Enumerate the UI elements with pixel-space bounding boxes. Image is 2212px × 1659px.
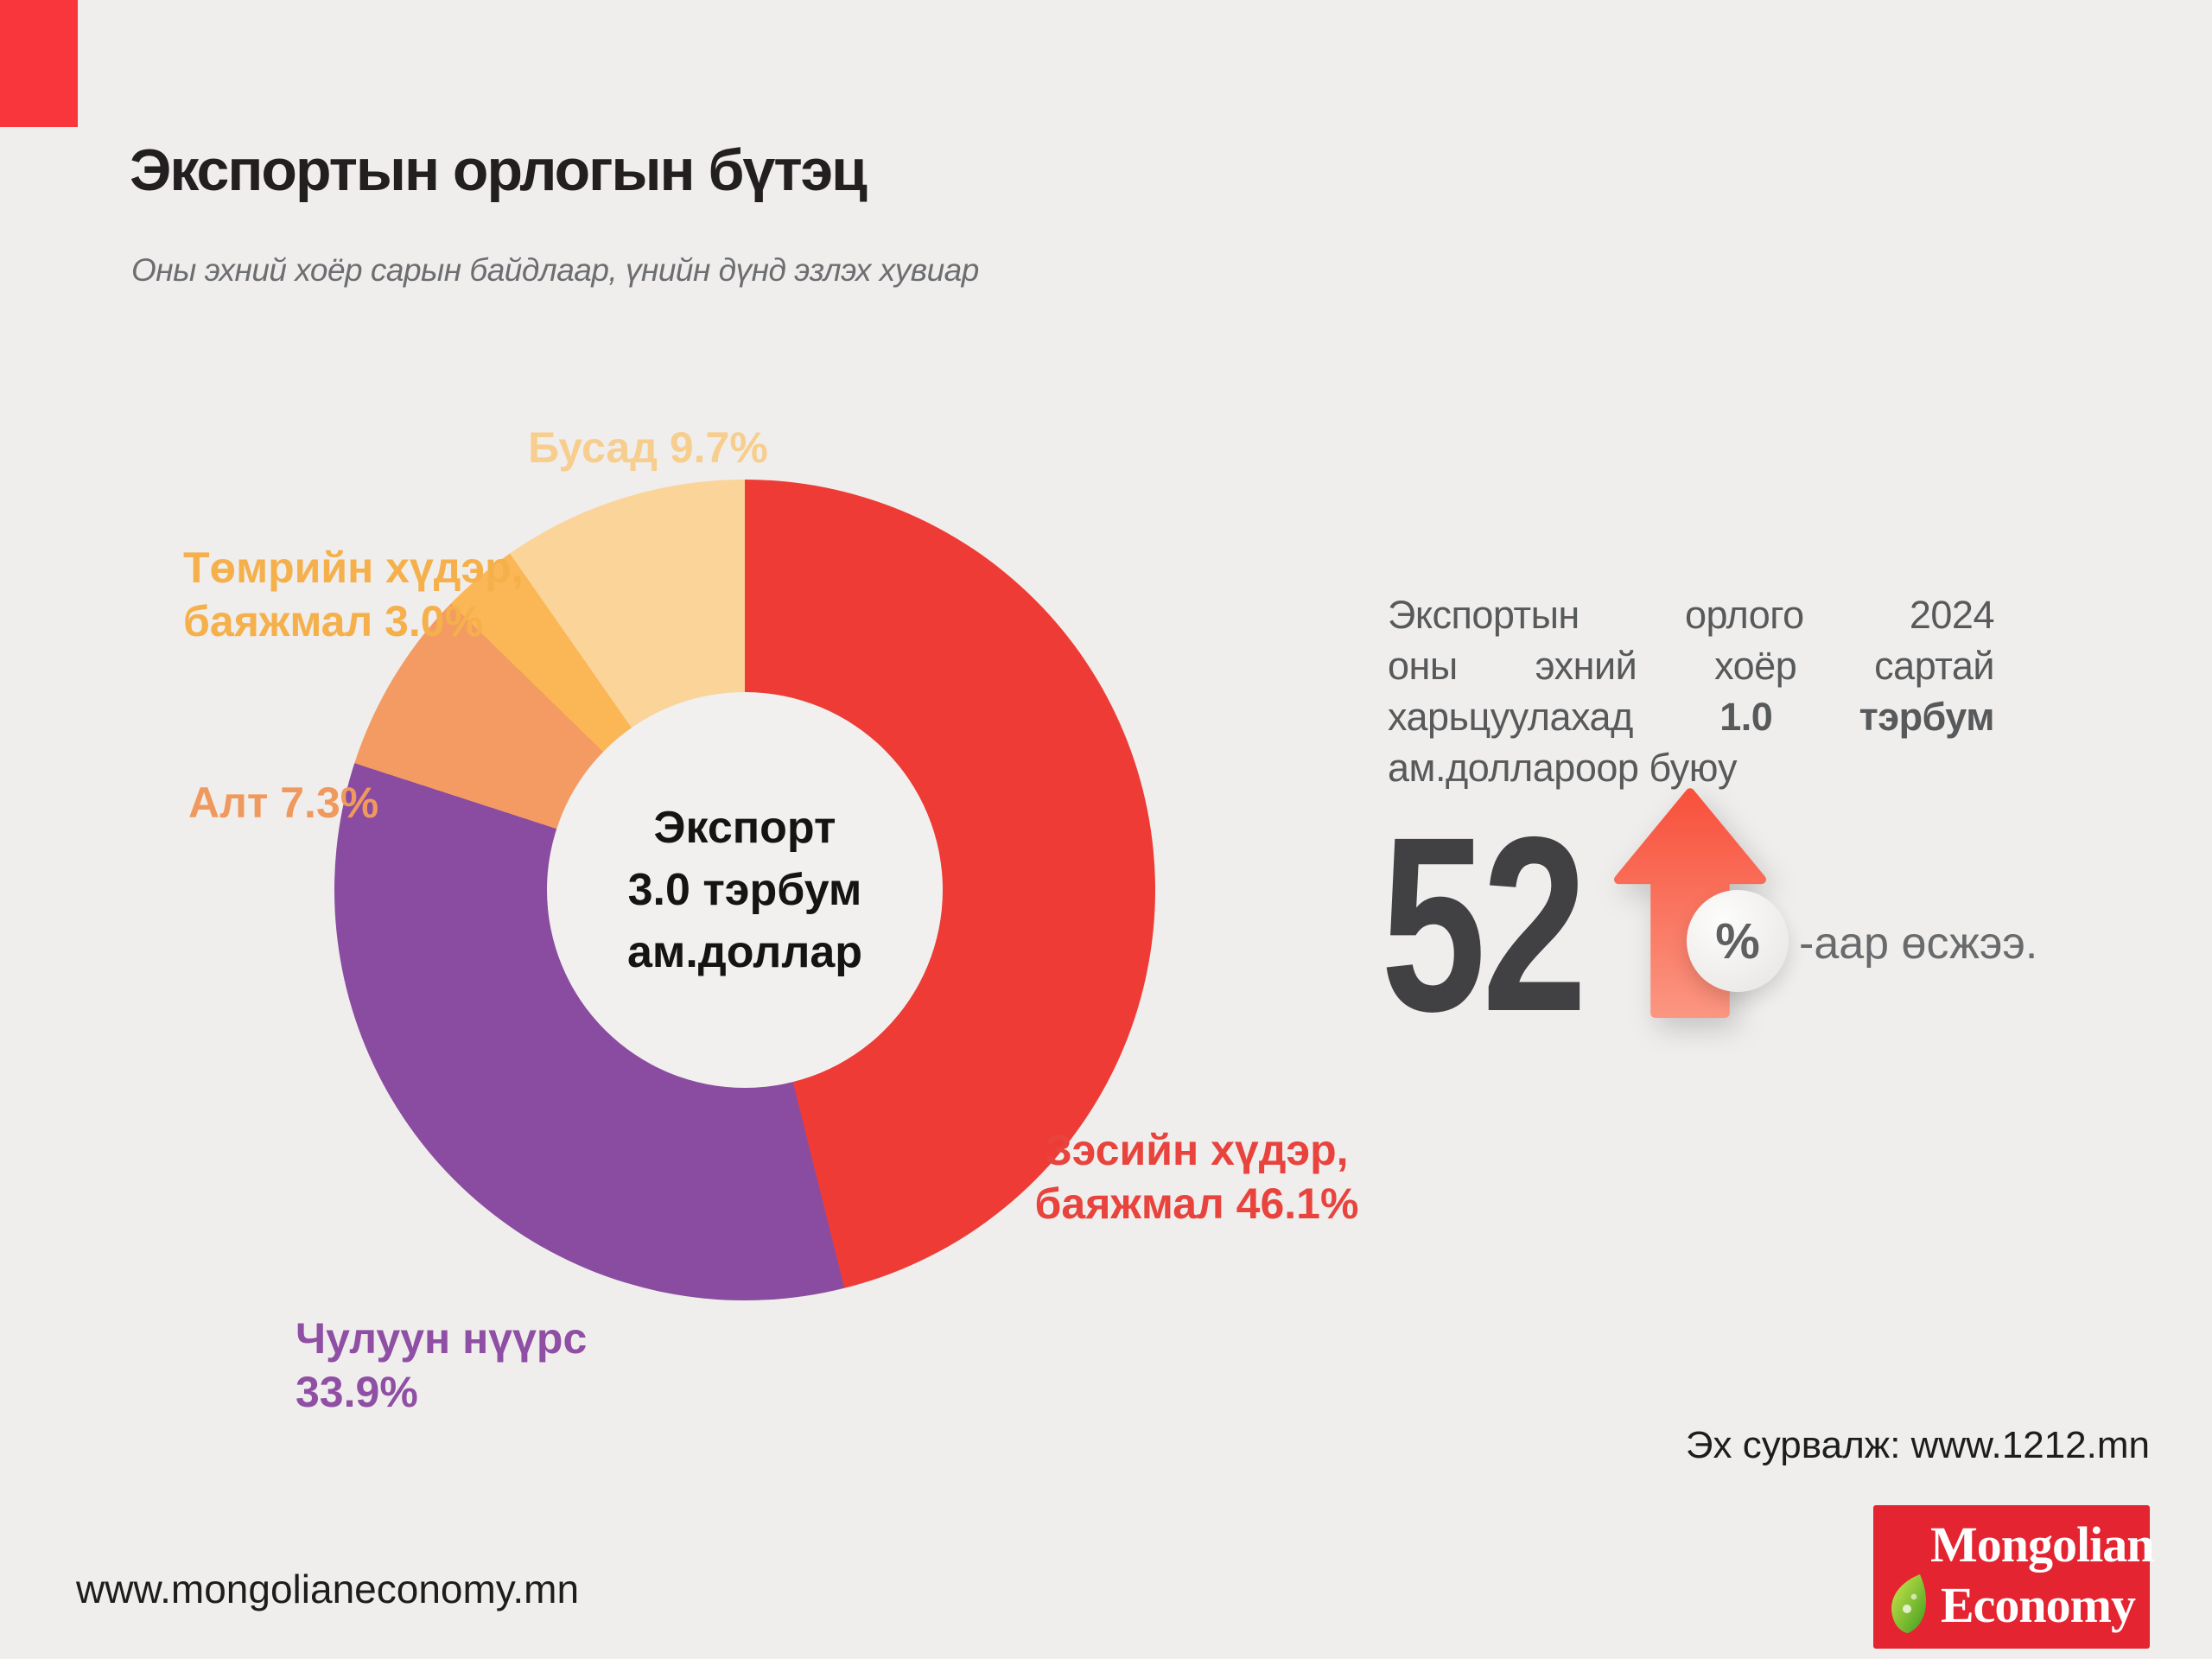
donut-center-label: Экспорт 3.0 тэрбум ам.доллар [627, 797, 862, 983]
corner-accent-block [0, 0, 78, 127]
mongolian-economy-logo: Mongolian Economy [1873, 1505, 2154, 1649]
center-label-line2: 3.0 тэрбум [627, 865, 862, 915]
slice-label-alt: Алт 7.3% [188, 779, 379, 827]
growth-number: 52 [1381, 785, 1587, 1064]
footer-url: www.mongolianeconomy.mn [76, 1567, 580, 1611]
slice-label-busad: Бусад 9.7% [528, 423, 768, 472]
donut-chart: Экспорт 3.0 тэрбум ам.доллар [334, 480, 1155, 1300]
page-subtitle: Оны эхний хоёр сарын байдлаар, үнийн дүн… [131, 252, 979, 288]
callout-bold-value: 1.0 тэрбум [1719, 695, 1994, 739]
donut-center: Экспорт 3.0 тэрбум ам.доллар [547, 692, 943, 1088]
growth-suffix: -аар өсжээ. [1799, 918, 2038, 969]
logo-text-line1: Mongolian [1930, 1516, 2154, 1573]
leaf-icon [1885, 1573, 1936, 1639]
callout-paragraph: Экспортын орлого 2024 оны эхний хоёр сар… [1388, 589, 1995, 793]
callout-justified-lines: Экспортын орлого 2024 оны эхний хоёр сар… [1388, 593, 1995, 739]
source-line: Эх сурвалж: www.1212.mn [1685, 1424, 2150, 1466]
logo-text-line2: Economy [1941, 1577, 2136, 1633]
percent-sign: % [1715, 912, 1760, 969]
slice-label-tumriin-khuder: Төмрийн хүдэр, баяжмал 3.0% [183, 543, 524, 645]
center-label-line3: ам.доллар [626, 927, 863, 977]
slice-label-zesiin-khuder: Зэсийн хүдэр, баяжмал 46.1% [1034, 1126, 1359, 1228]
arrow-up-icon [1614, 788, 1766, 1020]
page-title: Экспортын орлогын бүтэц [130, 137, 868, 203]
center-label-line1: Экспорт [653, 803, 836, 853]
slice-label-chuluun-nuurs: Чулуун нүүрс 33.9% [296, 1314, 588, 1416]
callout-last-line: ам.доллароор буюу [1388, 746, 1737, 790]
percent-badge: % [1687, 890, 1789, 992]
